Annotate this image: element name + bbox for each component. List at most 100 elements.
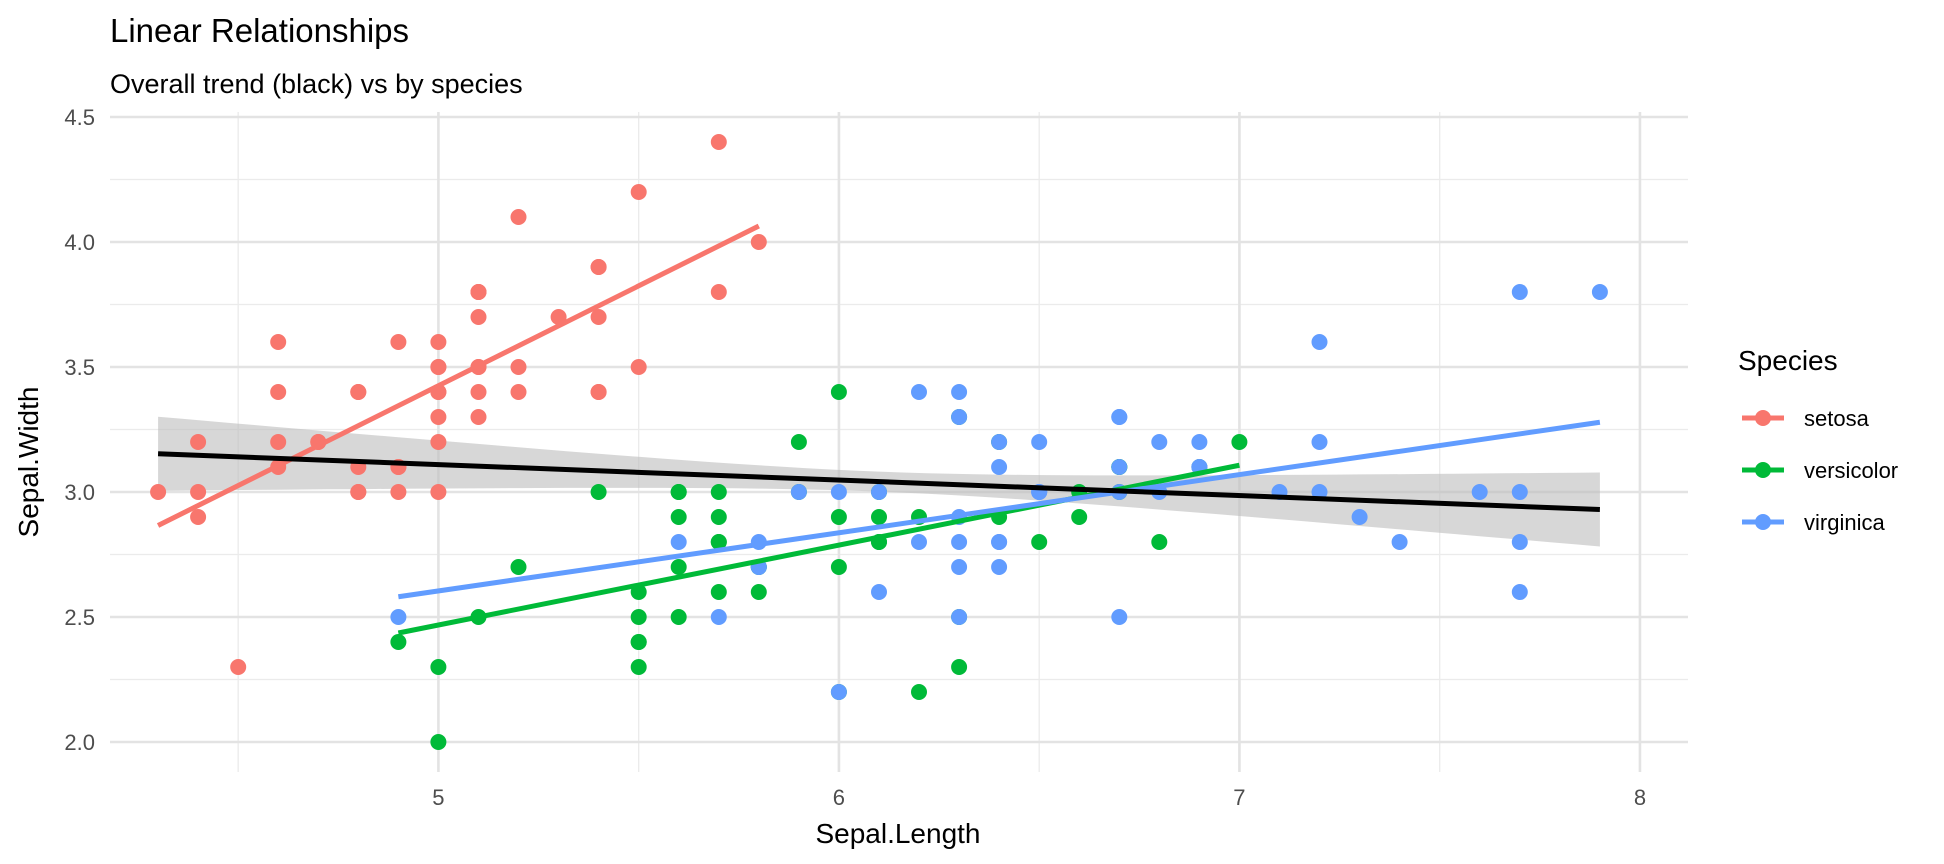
legend-key-point-versicolor [1755,462,1771,478]
legend: Species setosa versicolor virginica [1738,345,1898,535]
data-point-virginica [951,534,968,550]
data-point-versicolor [830,384,847,400]
x-tick-label: 5 [432,785,444,810]
fit-line-virginica [398,419,1601,600]
y-tick-label: 4.5 [64,105,95,130]
x-tick-label: 8 [1634,785,1646,810]
data-point-versicolor [390,634,407,650]
data-point-setosa [510,384,527,400]
data-point-versicolor [710,584,727,600]
data-point-virginica [670,534,687,550]
chart-subtitle: Overall trend (black) vs by species [110,69,523,99]
data-point-virginica [871,484,887,500]
data-point-virginica [871,584,887,600]
data-point-setosa [150,484,167,500]
legend-key-point-setosa [1755,410,1771,426]
data-point-setosa [510,209,527,225]
data-point-virginica [1591,284,1608,300]
data-point-virginica [1351,509,1368,525]
data-point-versicolor [750,584,767,600]
data-point-virginica [1151,434,1168,450]
data-point-virginica [1191,434,1208,450]
data-point-versicolor [1231,434,1248,450]
data-point-versicolor [510,559,527,575]
data-point-versicolor [1151,534,1168,550]
legend-title: Species [1738,345,1838,376]
data-point-virginica [790,484,807,500]
legend-label-versicolor: versicolor [1804,458,1898,483]
data-point-versicolor [430,734,447,750]
data-point-virginica [1031,434,1048,450]
data-point-versicolor [1071,509,1088,525]
data-point-virginica [830,484,847,500]
data-point-versicolor [911,684,927,700]
data-point-setosa [710,284,727,300]
data-point-setosa [750,234,767,250]
regression-lines-layer [156,223,1601,636]
legend-items: setosa versicolor virginica [1742,406,1898,535]
x-tick-label: 6 [833,785,845,810]
data-point-setosa [470,409,487,425]
data-point-virginica [991,534,1008,550]
data-point-setosa [190,484,207,500]
data-point-setosa [270,334,287,350]
data-point-versicolor [1031,534,1048,550]
data-point-setosa [430,334,447,350]
data-point-setosa [470,384,487,400]
data-point-versicolor [830,509,847,525]
legend-label-virginica: virginica [1804,510,1885,535]
data-point-versicolor [670,609,687,625]
data-point-virginica [1111,409,1128,425]
data-point-setosa [390,334,407,350]
data-point-versicolor [630,659,647,675]
data-point-setosa [630,359,647,375]
data-point-setosa [510,359,527,375]
fit-line-overall [157,451,1600,512]
data-point-setosa [270,434,287,450]
data-point-setosa [630,184,647,200]
data-point-setosa [430,434,447,450]
data-point-virginica [991,459,1008,475]
data-point-virginica [1111,459,1128,475]
data-point-versicolor [630,634,647,650]
data-point-versicolor [670,484,687,500]
data-point-versicolor [630,609,647,625]
data-point-virginica [1111,609,1128,625]
legend-key-point-virginica [1755,514,1771,530]
minor-gridlines [110,112,1688,772]
data-point-versicolor [790,434,807,450]
data-point-virginica [1311,334,1328,350]
data-point-versicolor [670,509,687,525]
data-point-virginica [991,434,1008,450]
data-point-virginica [710,609,727,625]
data-point-setosa [350,384,367,400]
data-point-virginica [1471,484,1488,500]
fit-line-setosa [156,223,760,528]
y-tick-label: 3.0 [64,480,95,505]
data-point-virginica [1311,484,1328,500]
y-axis-ticks: 2.0 2.5 3.0 3.5 4.0 4.5 [64,105,95,755]
data-point-versicolor [871,509,887,525]
x-tick-label: 7 [1233,785,1245,810]
data-point-virginica [951,609,968,625]
data-point-virginica [911,534,927,550]
data-point-setosa [230,659,247,675]
data-point-setosa [590,259,607,275]
data-point-versicolor [590,484,607,500]
data-point-virginica [1511,534,1528,550]
data-point-setosa [270,384,287,400]
y-tick-label: 2.0 [64,730,95,755]
data-point-setosa [430,484,447,500]
y-tick-label: 3.5 [64,355,95,380]
data-point-setosa [190,434,207,450]
data-point-virginica [951,409,968,425]
data-point-setosa [430,409,447,425]
x-axis-ticks: 5 6 7 8 [432,785,1646,810]
data-point-setosa [710,134,727,150]
major-gridlines [110,112,1688,772]
data-point-setosa [390,484,407,500]
data-point-setosa [470,284,487,300]
data-point-setosa [190,509,207,525]
data-point-virginica [1511,484,1528,500]
